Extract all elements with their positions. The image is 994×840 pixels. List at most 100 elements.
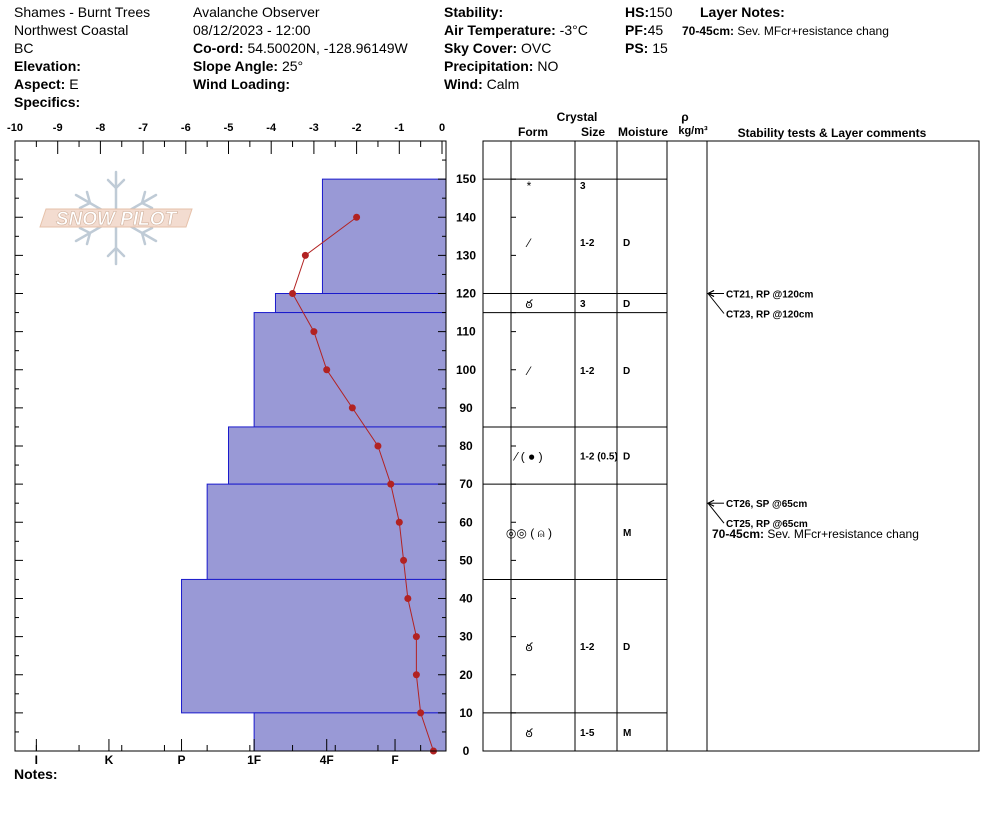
depth-tick-label-11: 110 xyxy=(456,325,476,339)
temp-point-5 xyxy=(348,404,356,412)
temp-point-0 xyxy=(353,213,361,221)
temp-point-1 xyxy=(301,251,309,259)
depth-tick-label-9: 90 xyxy=(459,401,473,415)
temp-point-6 xyxy=(374,442,382,450)
layer-size-0: 3 xyxy=(580,181,586,192)
air-temp-value: -3°C xyxy=(559,22,588,38)
temp-tick-label-10: 0 xyxy=(439,122,445,134)
hardness-bars xyxy=(181,178,447,752)
layer-comment-text-0: Sev. MFcr+resistance chang xyxy=(764,527,919,541)
sky-value: OVC xyxy=(521,40,552,56)
elevation-label: Elevation: xyxy=(14,58,81,74)
layer-size-3: 1-2 xyxy=(580,366,595,377)
hardness-tick-label-4: 4F xyxy=(320,753,334,767)
depth-tick-label-6: 60 xyxy=(459,515,473,529)
snowpilot-logo: SNOW PILOT xyxy=(39,170,193,266)
ps-field: PS: 15 xyxy=(625,40,668,56)
layer-moisture-5: M xyxy=(623,528,631,539)
layer-size-4: 1-2 (0.5) xyxy=(580,452,618,463)
hardness-bar-4 xyxy=(206,483,447,580)
specifics-label: Specifics: xyxy=(14,94,81,110)
air-temp-label: Air Temperature: xyxy=(444,22,556,38)
crystal-header: Crystal xyxy=(557,110,598,124)
depth-tick-label-4: 40 xyxy=(459,592,473,606)
temp-point-2 xyxy=(289,290,297,297)
stability-test-2: CT21, RP @120cm xyxy=(726,290,813,301)
moisture-header: Moisture xyxy=(618,125,668,139)
depth-tick-label-10: 100 xyxy=(456,363,476,377)
layer-form-2: ఠ xyxy=(525,297,533,311)
ps-value: 15 xyxy=(652,40,668,56)
sky-label: Sky Cover: xyxy=(444,40,518,56)
layer-notes-range: 70-45cm: xyxy=(682,24,735,38)
layer-form-6: ఠ xyxy=(525,640,533,654)
precip-field: Precipitation: NO xyxy=(444,58,558,74)
layer-cells: * 3 ⁄ 1-2 D ఠ 3 D ⁄ 1-2 D ⁄ ( ● ) 1-2 (0.5) D ◎◎ ( ⍝ )… xyxy=(506,179,631,740)
hardness-tick-label-2: P xyxy=(178,753,186,767)
depth-tick-label-5: 50 xyxy=(459,553,473,567)
density-unit-header: kg/m³ xyxy=(678,125,708,137)
specifics-field: Specifics: xyxy=(14,94,80,110)
precip-label: Precipitation: xyxy=(444,58,534,74)
datetime: 08/12/2023 - 12:00 xyxy=(193,22,311,38)
depth-tick-label-0: 0 xyxy=(463,744,470,758)
temp-tick-label-1: -9 xyxy=(53,122,63,134)
site-name: Shames - Burnt Trees xyxy=(14,4,151,20)
table-frame xyxy=(482,140,980,752)
air-temp-field: Air Temperature: -3°C xyxy=(444,22,588,38)
temp-tick-label-6: -4 xyxy=(266,122,277,134)
depth-tick-label-8: 80 xyxy=(459,439,473,453)
rho-header: ρ xyxy=(681,110,688,124)
layer-form-0: * xyxy=(527,179,532,193)
layer-form-7: ఠ xyxy=(525,726,533,740)
layer-notes-label: Layer Notes: xyxy=(700,4,785,20)
layer-size-2: 3 xyxy=(580,299,586,310)
wind-loading-label: Wind Loading: xyxy=(193,76,291,92)
stability-arrowhead-1 xyxy=(706,499,715,507)
slope-value: 25° xyxy=(281,58,304,74)
hardness-bar-5 xyxy=(181,578,447,714)
temp-tick-label-5: -5 xyxy=(224,122,234,134)
temp-point-9 xyxy=(400,556,408,564)
layer-form-3: ⁄ xyxy=(525,364,532,378)
ps-label: PS: xyxy=(625,40,649,56)
chart-axes: -10 -9 -8 -7 -6 -5 -4 -3 -2 -1 0010203040506070809… xyxy=(7,122,476,767)
region: BC xyxy=(14,40,34,56)
stability-arrow-1 xyxy=(707,502,725,524)
aspect-label: Aspect: xyxy=(14,76,66,92)
stability-arrowhead-3 xyxy=(706,290,715,297)
slope-field: Slope Angle: 25° xyxy=(193,58,303,74)
stability-test-1: CT25, RP @65cm xyxy=(726,519,808,530)
layer-table xyxy=(482,140,980,752)
form-header: Form xyxy=(518,125,548,139)
pf-value: 45 xyxy=(647,22,664,38)
table-headers: Crystal Form Size Moisture ρ kg/m³ Stabi… xyxy=(518,110,927,140)
wind-loading-field: Wind Loading: xyxy=(193,76,290,92)
temp-tick-label-8: -2 xyxy=(352,122,362,134)
layer-moisture-4: D xyxy=(623,452,630,463)
hs-field: HS:150 xyxy=(625,4,672,20)
coord-field: Co-ord: 54.50020N, -128.96149W xyxy=(193,40,408,56)
hardness-tick-label-0: I xyxy=(35,753,38,767)
mountain-range: Northwest Coastal xyxy=(14,22,129,38)
layer-moisture-2: D xyxy=(623,299,630,310)
layer-form-5: ◎◎ ( ⍝ ) xyxy=(506,526,552,540)
depth-tick-label-12: 120 xyxy=(456,287,476,301)
hardness-bar-1 xyxy=(274,293,447,314)
stability-arrow-3 xyxy=(707,293,725,314)
layer-form-4: ⁄ ( ● ) xyxy=(512,450,542,464)
wind-label: Wind: xyxy=(444,76,483,92)
hardness-tick-label-1: K xyxy=(105,753,114,767)
depth-tick-label-3: 30 xyxy=(459,630,473,644)
temp-point-7 xyxy=(387,480,395,488)
layer-moisture-3: D xyxy=(623,366,630,377)
temp-point-10 xyxy=(404,595,412,602)
temperature-points xyxy=(289,213,437,755)
layer-comment-range-0: 70-45cm: xyxy=(712,527,764,541)
notes-label: Notes: xyxy=(14,766,58,782)
stability-test-3: CT23, RP @120cm xyxy=(726,310,813,321)
temp-tick-label-3: -7 xyxy=(138,122,148,134)
precip-value: NO xyxy=(537,58,559,74)
depth-tick-label-2: 20 xyxy=(459,668,473,682)
